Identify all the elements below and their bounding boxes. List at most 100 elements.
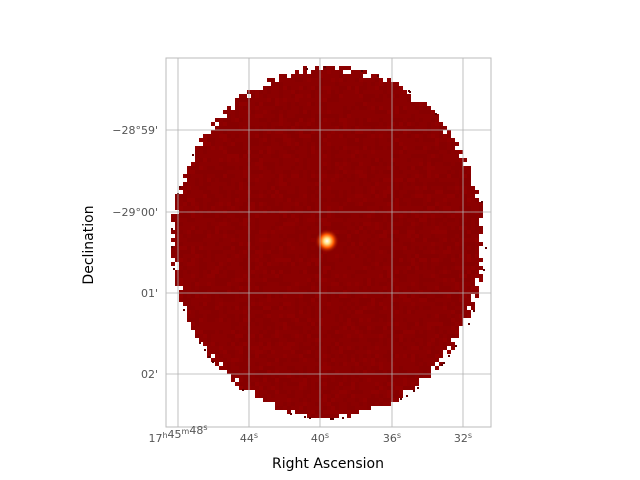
map-pixel [367,106,371,110]
map-pixel [227,246,231,250]
map-pixel [251,134,255,138]
map-pixel [335,122,339,126]
map-pixel [399,194,403,198]
map-pixel [291,174,295,178]
map-pixel [311,86,315,90]
map-pixel [439,190,443,194]
map-pixel [403,286,407,290]
map-pixel [251,254,255,258]
map-pixel [383,266,387,270]
map-pixel [391,190,395,194]
map-pixel [359,314,363,318]
map-pixel [383,370,387,374]
map-pixel [467,214,471,218]
map-pixel [263,182,267,186]
map-pixel [231,242,235,246]
map-pixel [371,150,375,154]
map-pixel [467,262,471,266]
map-pixel [211,278,215,282]
map-pixel [415,114,419,118]
map-pixel [387,258,391,262]
map-pixel [331,74,335,78]
map-pixel [347,190,351,194]
map-pixel [311,82,315,86]
map-pixel [359,334,363,338]
map-pixel [283,190,287,194]
map-pixel [367,154,371,158]
map-pixel [371,294,375,298]
map-pixel [279,338,283,342]
map-pixel [391,266,395,270]
map-pixel [403,130,407,134]
map-pixel [343,86,347,90]
map-pixel [355,274,359,278]
map-pixel [211,146,215,150]
map-pixel [303,170,307,174]
map-pixel [411,294,415,298]
map-pixel [467,290,471,294]
map-pixel [323,206,327,210]
map-pixel [467,182,471,186]
map-pixel [379,114,383,118]
map-pixel [419,102,423,106]
map-pixel [343,158,347,162]
map-pixel [307,134,311,138]
map-pixel [455,166,459,170]
map-pixel [383,150,387,154]
map-pixel [411,298,415,302]
map-pixel [427,182,431,186]
map-pixel [463,158,467,162]
map-pixel [375,122,379,126]
map-pixel [295,298,299,302]
map-pixel [439,262,443,266]
map-pixel [207,310,211,314]
map-pixel [235,142,239,146]
map-pixel [323,330,327,334]
map-pixel [383,306,387,310]
map-pixel [415,274,419,278]
map-pixel [263,134,267,138]
map-pixel [243,214,247,218]
map-pixel [179,206,183,210]
map-pixel [347,366,351,370]
map-pixel [279,134,283,138]
map-pixel [359,158,363,162]
map-pixel [403,242,407,246]
map-pixel [363,166,367,170]
map-pixel [263,278,267,282]
map-pixel [203,318,207,322]
map-pixel [415,214,419,218]
map-pixel [295,366,299,370]
map-pixel [459,150,463,154]
map-pixel [387,370,391,374]
map-pixel [315,166,319,170]
map-pixel [403,322,407,326]
map-pixel [435,214,439,218]
map-pixel [399,242,403,246]
map-pixel [411,142,415,146]
map-pixel [347,122,351,126]
map-pixel [459,202,463,206]
map-pixel [207,202,211,206]
map-pixel [419,190,423,194]
map-pixel [235,354,239,358]
map-pixel [339,366,343,370]
map-pixel [199,306,203,310]
map-pixel [467,238,471,242]
map-pixel [203,286,207,290]
map-pixel [207,158,211,162]
map-pixel [343,274,347,278]
map-pixel [279,94,283,98]
map-pixel [215,226,219,230]
map-pixel [399,350,403,354]
map-pixel [323,282,327,286]
map-pixel [423,166,427,170]
map-pixel [291,302,295,306]
map-pixel [227,310,231,314]
map-pixel [215,322,219,326]
map-pixel [415,282,419,286]
map-pixel [307,370,311,374]
map-pixel [227,290,231,294]
map-pixel [283,178,287,182]
map-pixel [383,94,387,98]
